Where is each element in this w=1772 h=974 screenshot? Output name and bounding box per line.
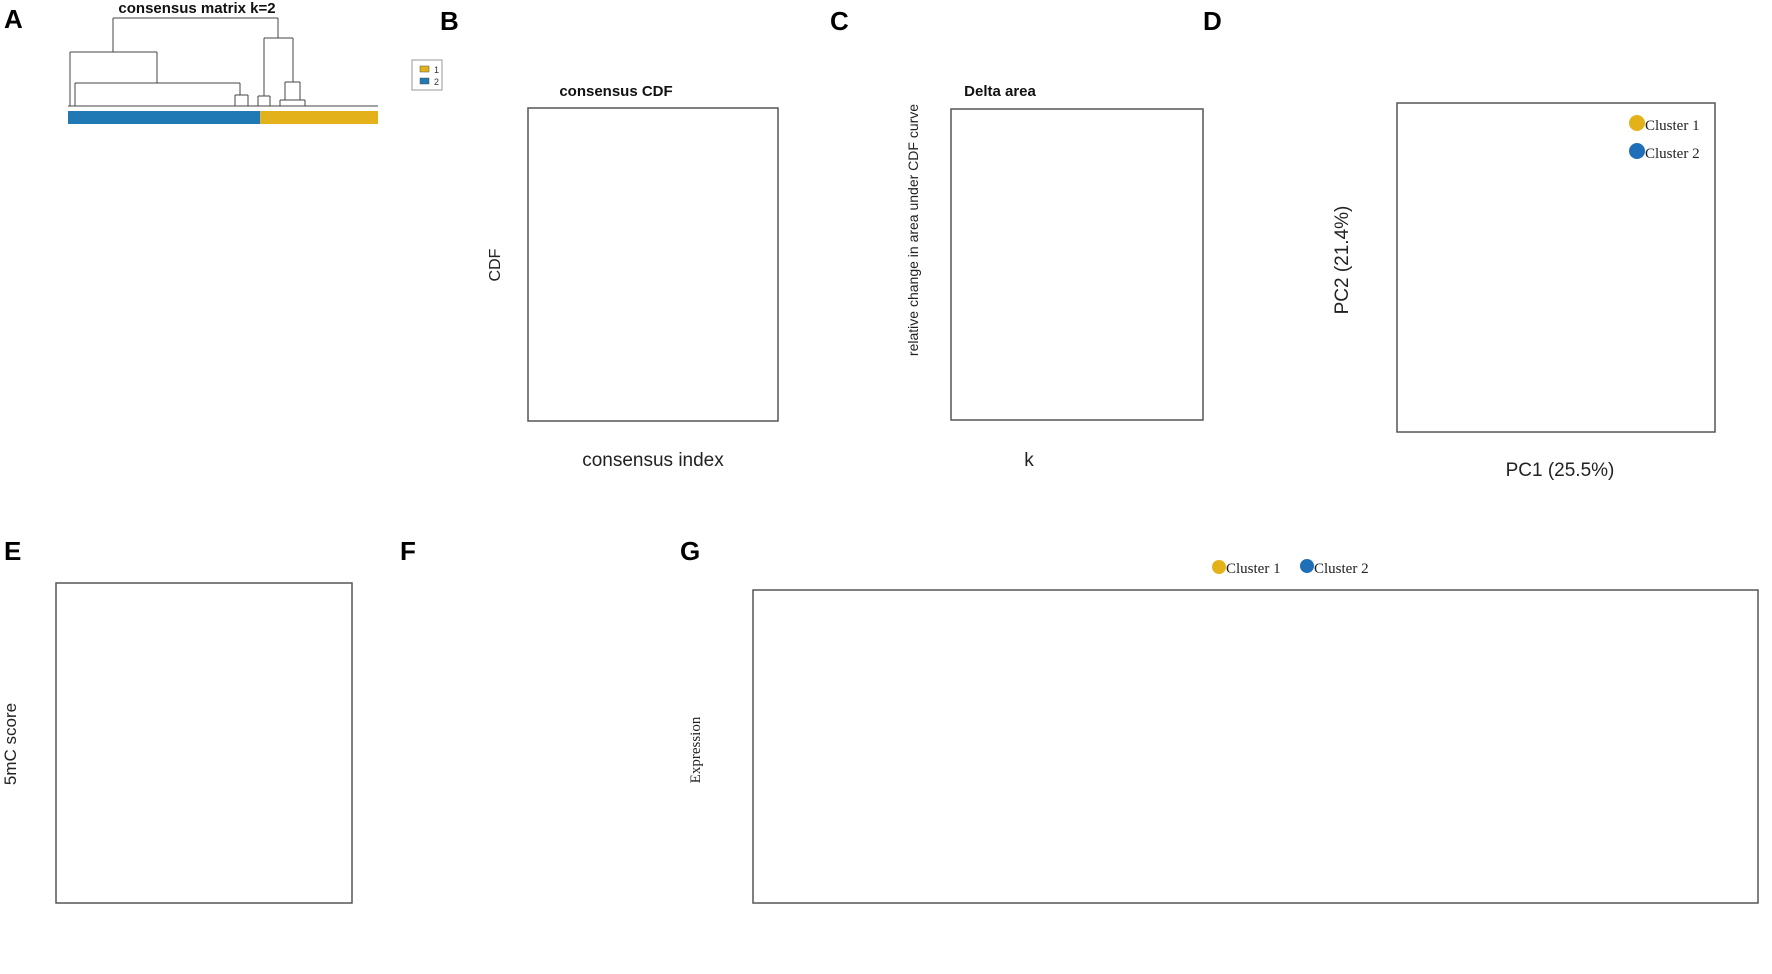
legend-label-cluster-1: Cluster 1 [1226, 561, 1281, 577]
panel-b-y-label: CDF [487, 248, 504, 281]
panel-c-frame [950, 108, 1204, 421]
panel-label-e: E [4, 536, 21, 566]
panel-e-violin: 5mC score [1, 582, 353, 904]
panel-b-x-label: consensus index [582, 450, 724, 471]
panel-label-c: C [830, 6, 849, 36]
panel-c-title: Delta area [964, 83, 1036, 100]
legend-label-cluster-1: Cluster 1 [1645, 118, 1700, 134]
panel-g-legend: Cluster 1 Cluster 2 [1212, 559, 1369, 577]
panel-g-boxplot: Cluster 1 Cluster 2 Expression [688, 559, 1759, 904]
panel-label-b: B [440, 6, 459, 36]
legend-label-cluster-2: Cluster 2 [1314, 561, 1369, 577]
panel-a-consensus-matrix: consensus matrix k=2 1 2 [68, 0, 443, 124]
panel-b-consensus-cdf: consensus CDF CDF consensus index [487, 83, 779, 471]
panel-g-y-label: Expression [688, 716, 704, 783]
legend-label-cluster-2: Cluster 2 [1645, 146, 1700, 162]
panel-label-f: F [400, 536, 416, 566]
legend-dot-cluster-1 [1629, 115, 1645, 131]
legend-label-1: 1 [434, 65, 439, 75]
legend-dot-cluster-1 [1212, 560, 1226, 574]
panel-g-frame [752, 589, 1759, 904]
panel-d-x-label: PC1 (25.5%) [1506, 460, 1615, 481]
legend-swatch-2 [419, 77, 430, 85]
cluster-annotation-bar [68, 111, 378, 124]
panel-d-y-label: PC2 (21.4%) [1332, 206, 1353, 315]
panel-c-delta-area: Delta area relative change in area under… [905, 83, 1204, 471]
panel-label-d: D [1203, 6, 1222, 36]
legend-dot-cluster-2 [1629, 143, 1645, 159]
panel-d-pca: PC2 (21.4%) PC1 (25.5%) Cluster 1 Cluste… [1332, 102, 1716, 481]
panel-c-y-label: relative change in area under CDF curve [905, 104, 921, 356]
panel-a-title: consensus matrix k=2 [118, 0, 275, 17]
panel-b-title: consensus CDF [559, 83, 672, 100]
panel-a-legend: 1 2 [411, 59, 443, 91]
cluster-1-bar [260, 111, 378, 124]
panel-d-legend: Cluster 1 Cluster 2 [1629, 115, 1700, 162]
legend-swatch-1 [419, 65, 430, 73]
panel-e-frame [55, 582, 353, 904]
legend-dot-cluster-2 [1300, 559, 1314, 573]
cluster-2-bar [68, 111, 261, 124]
legend-box [411, 59, 443, 91]
panel-label-g: G [680, 536, 700, 566]
legend-label-2: 2 [434, 77, 439, 87]
panel-e-y-label: 5mC score [1, 703, 20, 785]
dendrogram [68, 17, 378, 107]
panel-c-x-label: k [1024, 450, 1034, 471]
panel-label-a: A [4, 4, 23, 34]
panel-b-frame [527, 107, 779, 422]
panel-d-frame [1396, 102, 1716, 433]
